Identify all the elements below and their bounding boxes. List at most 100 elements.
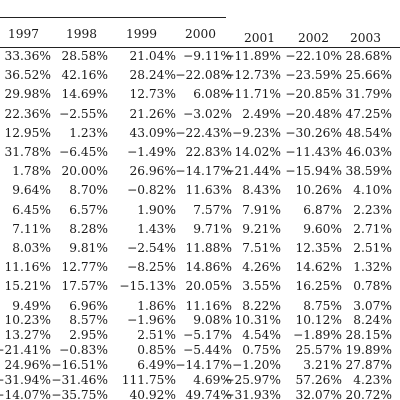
column-header: 1999 <box>126 27 158 41</box>
table-cell: 4.26% <box>242 260 281 275</box>
table-cell: −12.73% <box>224 68 281 83</box>
table-cell: 22.36% <box>4 106 51 121</box>
column-header: 2003 <box>350 31 382 45</box>
table-cell: 8.70% <box>69 183 108 198</box>
table-cell: 4.54% <box>242 328 281 342</box>
table-cell: 2.95% <box>69 328 108 342</box>
table-cell: 21.04% <box>129 49 176 63</box>
table-cell: 7.57% <box>193 202 232 217</box>
table-cell: 11.63% <box>185 183 232 198</box>
table-cell: 7.91% <box>242 202 281 217</box>
table-cell: −9.23% <box>232 125 281 140</box>
table-cell: −11.89% <box>224 49 281 63</box>
table-cell: −15.13% <box>119 279 176 294</box>
table-cell: 10.26% <box>295 183 342 198</box>
table-cell: 3.21% <box>303 358 342 372</box>
table-cell: −0.82% <box>127 183 176 198</box>
table-cell: 6.57% <box>69 202 108 217</box>
table-cell: −2.54% <box>127 241 176 255</box>
table-cell: 2.51% <box>353 241 392 255</box>
table-cell: 8.22% <box>242 298 281 313</box>
table-cell: 17.57% <box>61 279 108 294</box>
table-cell: 7.51% <box>242 241 281 255</box>
table-cell: 48.54% <box>345 125 392 140</box>
table-cell: 28.58% <box>61 49 108 63</box>
table-cell: −6.45% <box>59 145 108 159</box>
table-cell: 14.02% <box>234 145 281 159</box>
table-cell: 49.74% <box>185 388 232 400</box>
top-rule-left <box>0 17 226 18</box>
table-cell: −14.17% <box>175 358 232 372</box>
column-header: 1997 <box>8 27 40 41</box>
table-cell: 27.87% <box>345 358 392 372</box>
table-cell: 24.96% <box>4 358 51 372</box>
table-cell: −3.02% <box>183 106 232 121</box>
table-cell: 6.87% <box>303 202 342 217</box>
table-cell: 43.09% <box>129 125 176 140</box>
table-cell: 10.31% <box>234 313 281 327</box>
table-cell: 0.75% <box>242 343 281 357</box>
table-cell: 14.86% <box>185 260 232 275</box>
table-cell: 9.49% <box>12 298 51 313</box>
table-cell: 40.92% <box>129 388 176 400</box>
table-cell: 3.55% <box>242 279 281 294</box>
table-cell: 0.78% <box>353 279 392 294</box>
column-header: 2002 <box>298 31 330 45</box>
table-cell: −14.17% <box>175 164 232 179</box>
table-cell: 10.23% <box>4 313 51 327</box>
table-cell: 19.89% <box>345 343 392 357</box>
table-cell: 1.86% <box>137 298 176 313</box>
table-cell: 46.03% <box>345 145 392 159</box>
table-cell: 13.27% <box>4 328 51 342</box>
table-cell: −22.43% <box>175 125 232 140</box>
table-cell: 9.60% <box>303 221 342 236</box>
table-cell: 28.68% <box>345 49 392 63</box>
table-cell: −8.25% <box>127 260 176 275</box>
table-cell: 21.26% <box>129 106 176 121</box>
table-cell: 8.75% <box>303 298 342 313</box>
table-cell: −30.26% <box>285 125 342 140</box>
table-cell: 20.05% <box>185 279 232 294</box>
table-cell: 8.43% <box>242 183 281 198</box>
table-cell: 2.51% <box>137 328 176 342</box>
table-cell: 9.64% <box>12 183 51 198</box>
table-cell: 16.25% <box>295 279 342 294</box>
table-cell: 33.36% <box>4 49 51 63</box>
table-cell: −31.93% <box>224 388 281 400</box>
table-cell: −1.20% <box>232 358 281 372</box>
table-cell: −16.51% <box>51 358 108 372</box>
table-cell: −20.85% <box>285 87 342 102</box>
table-cell: −35.75% <box>51 388 108 400</box>
table-cell: −31.46% <box>51 373 108 387</box>
table-cell: −5.44% <box>183 343 232 357</box>
table-cell: 42.16% <box>61 68 108 83</box>
table-cell: −1.49% <box>127 145 176 159</box>
table-cell: −15.94% <box>285 164 342 179</box>
table-cell: 9.71% <box>193 221 232 236</box>
table-cell: 14.62% <box>295 260 342 275</box>
table-cell: 12.95% <box>4 125 51 140</box>
table-cell: −0.83% <box>59 343 108 357</box>
table-cell: −21.44% <box>224 164 281 179</box>
table-cell: 32.07% <box>295 388 342 400</box>
table-cell: 3.07% <box>353 298 392 313</box>
column-header: 1998 <box>66 27 98 41</box>
table-cell: −5.17% <box>183 328 232 342</box>
table-cell: −21.41% <box>0 343 51 357</box>
table-cell: 4.10% <box>353 183 392 198</box>
table-cell: 9.81% <box>69 241 108 255</box>
table-cell: 57.26% <box>295 373 342 387</box>
table-cell: 2.71% <box>353 221 392 236</box>
table-cell: 20.00% <box>61 164 108 179</box>
table-cell: 36.52% <box>4 68 51 83</box>
table-cell: 25.66% <box>345 68 392 83</box>
table-cell: 6.45% <box>12 202 51 217</box>
table-cell: −14.07% <box>0 388 51 400</box>
table-cell: 28.15% <box>345 328 392 342</box>
table-cell: −20.48% <box>285 106 342 121</box>
table-cell: −1.89% <box>293 328 342 342</box>
table-cell: 11.88% <box>185 241 232 255</box>
table-cell: 9.08% <box>193 313 232 327</box>
table-cell: 6.49% <box>137 358 176 372</box>
